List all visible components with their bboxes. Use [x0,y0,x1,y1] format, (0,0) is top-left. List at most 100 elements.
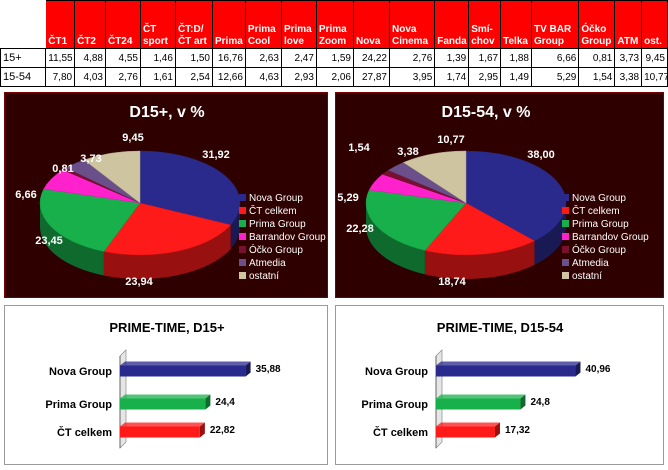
table-cell: 4,03 [74,67,106,87]
table-cell: 3,95 [388,67,436,87]
bar [120,398,206,410]
legend-swatch [239,259,246,266]
bar-value-label: 17,32 [505,425,530,436]
bar-side [575,361,581,377]
table-header-cell: Óčko Group [578,0,616,49]
legend-swatch [562,259,569,266]
pie-value-label: 10,77 [437,134,465,146]
bar-top [120,361,251,366]
pie-value-label: 0,81 [52,163,73,175]
table-cell: 1,46 [139,48,176,68]
table-cell: 12,66 [211,67,246,87]
table-header-cell: Prima love [280,0,317,49]
legend-swatch [239,220,246,227]
legend-label: Barrandov Group [572,232,649,243]
pie-chart-d15plus-svg: D15+, v % 31,92 23,94 23,45 6,66 0,81 3,73 9,45… [15,104,326,288]
table-cell: 2,63 [244,48,282,68]
bar-side [205,394,211,410]
legend-swatch [562,207,569,214]
legend-swatch [239,272,246,279]
table-header-row: ČT1 ČT2 ČT24 ČT sport ČT:D/ ČT art Prima… [0,0,668,49]
table-row: 15-54 7,80 4,03 2,76 1,61 2,54 12,66 4,63 2,93 2,… [0,67,668,87]
bar-chart-prime-time-d15plus: PRIME-TIME, D15+ Nova Group 35,88 Prima Gro… [4,305,328,465]
bar-top [436,394,526,399]
legend-swatch [562,272,569,279]
table-cell: 6,66 [530,48,580,68]
legend-label: Nova Group [572,193,626,204]
ratings-table: ČT1 ČT2 ČT24 ČT sport ČT:D/ ČT art Prima… [0,0,668,87]
table-cell: 1,67 [468,48,502,68]
bar-category-label: Nova Group [49,366,112,378]
pie-value-label: 22,28 [346,223,374,235]
table-cell: 4,55 [104,48,141,68]
table-header-cell: ČT2 [74,0,106,49]
table-cell: 1,74 [434,67,470,87]
pie-value-label: 18,74 [438,276,466,288]
pie-slice [139,150,241,226]
table-header-cell: ČT24 [104,0,141,49]
table-cell: 11,55 [45,48,76,68]
table-cell: 2,06 [315,67,354,87]
legend-swatch [562,233,569,240]
table-header-cell: ATM [614,0,643,49]
table-cell: 24,22 [352,48,390,68]
legend-label: Atmedia [572,258,609,269]
bar-value-label: 40,96 [585,364,610,375]
table-cell: 4,63 [244,67,282,87]
legend-label: Atmedia [249,258,286,269]
table-header-cell: ČT sport [139,0,176,49]
table-header-cell: ČT:D/ ČT art [174,0,213,49]
table-header-cell: Telka [500,0,532,49]
table-header-cell: ČT1 [45,0,76,49]
pie-chart-d15plus: D15+, v % 31,92 23,94 23,45 6,66 0,81 3,73 9,45… [4,92,328,298]
legend-label: ČT celkem [249,204,297,217]
bar-chart-prime-time-d15plus-svg: PRIME-TIME, D15+ Nova Group 35,88 Prima Gro… [45,320,281,449]
bar [436,426,495,438]
legend-swatch [239,194,246,201]
table-row-label: 15+ [0,48,47,68]
legend-swatch [239,207,246,214]
table-row-label: 15-54 [0,67,47,87]
bar-category-label: ČT celkem [373,426,428,439]
table-cell: 1,54 [578,67,616,87]
bar-chart-prime-time-d15-54-svg: PRIME-TIME, D15-54 Nova Group 40,96 Prima G… [361,320,611,449]
table-cell: 1,50 [174,48,213,68]
legend-swatch [562,220,569,227]
table-cell: 2,47 [280,48,317,68]
legend-label: ČT celkem [572,204,620,217]
pie-value-label: 5,29 [337,192,358,204]
bar-category-label: Prima Group [361,399,428,411]
pie-slice [103,202,232,256]
bar-side [520,394,526,410]
pie-value-label: 9,45 [122,132,143,144]
bar-value-label: 24,8 [530,397,550,408]
bar-category-label: ČT celkem [57,426,112,439]
table-header-cell: Prima Cool [244,0,282,49]
pie-slice [83,150,141,204]
table-header-cell: Prima Zoom [315,0,354,49]
bar-top [120,422,205,427]
pie-slice-side [103,224,231,279]
table-row: 15+ 11,55 4,88 4,55 1,46 1,50 16,76 2,63 2,47 1,5… [0,48,668,68]
bar-top [436,361,581,366]
pie-slice [424,202,535,256]
table-header-cell: Smí-chov [468,0,502,49]
legend-label: Nova Group [249,193,303,204]
bar [436,398,521,410]
pie-value-label: 38,00 [527,149,555,161]
table-cell: 3,38 [614,67,643,87]
bar-category-label: Nova Group [365,366,428,378]
legend-label: ostatní [572,271,602,282]
bar [120,426,200,438]
pie-value-label: 23,94 [125,276,153,288]
table-cell: 27,87 [352,67,390,87]
table-cell: 7,80 [45,67,76,87]
legend-swatch [239,233,246,240]
pie-value-label: 1,54 [348,142,370,154]
table-cell: 16,76 [211,48,246,68]
table-header-cell: TV BAR Group [530,0,580,49]
pie-slice [39,188,141,252]
table-cell: 1,59 [315,48,354,68]
table-header-cell [0,0,47,49]
table-cell: 1,49 [500,67,532,87]
